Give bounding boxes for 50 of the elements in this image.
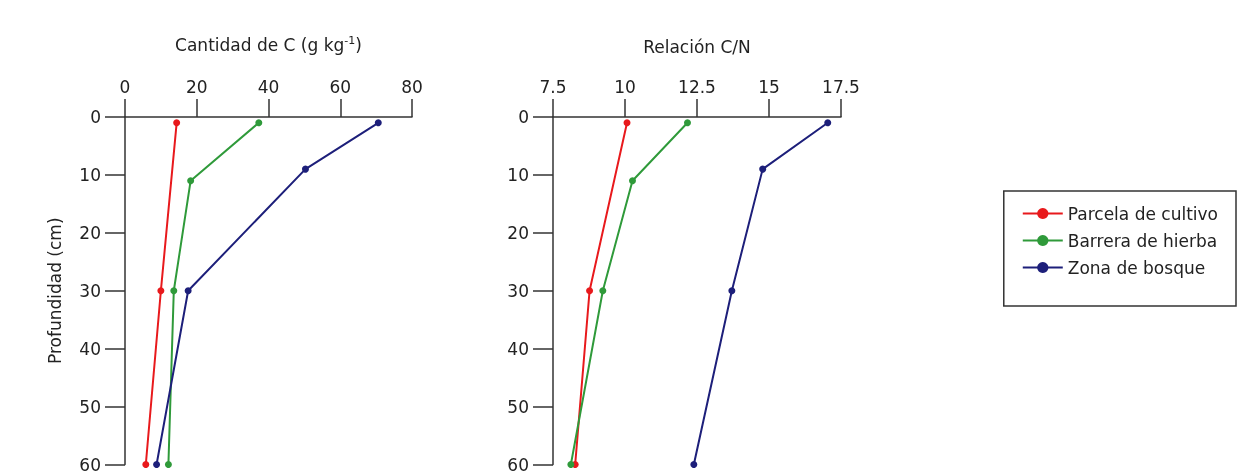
x-tick-label: 10 — [614, 76, 636, 97]
y-tick-label: 50 — [79, 396, 101, 417]
point — [301, 165, 309, 173]
point — [599, 287, 607, 295]
y-tick-label: 60 — [79, 454, 101, 473]
legend-label: Zona de bosque — [1067, 257, 1206, 278]
y-tick-label: 20 — [507, 222, 529, 243]
y-tick-label: 10 — [79, 164, 101, 185]
point — [759, 165, 767, 173]
y-tick-label: 30 — [507, 280, 529, 301]
y-tick-label: 40 — [79, 338, 101, 359]
point — [153, 461, 161, 468]
x-tick-label: 80 — [401, 76, 423, 97]
y-tick-label: 10 — [507, 164, 529, 185]
y-tick-label: 0 — [518, 107, 529, 127]
x-tick-label: 60 — [329, 76, 352, 97]
point — [173, 119, 181, 127]
y-tick-label: 30 — [79, 280, 101, 301]
legend-label: Parcela de cultivo — [1067, 203, 1219, 224]
point — [728, 287, 736, 295]
x-axis-title: Relación C/N — [643, 36, 751, 57]
x-tick-label: 12.5 — [678, 76, 716, 97]
point — [567, 461, 575, 468]
y-tick-label: 60 — [507, 454, 529, 473]
point — [586, 287, 594, 295]
point — [824, 119, 832, 127]
x-tick-label: 15 — [758, 76, 780, 97]
point — [255, 119, 263, 127]
x-tick-label: 40 — [257, 76, 280, 97]
point — [629, 177, 636, 185]
x-tick-label: 0 — [119, 76, 131, 97]
y-tick-label: 50 — [507, 396, 529, 417]
point — [684, 119, 691, 127]
y-tick-label: 40 — [507, 338, 529, 359]
point — [142, 461, 150, 468]
x-tick-label: 20 — [185, 76, 208, 97]
legend-label: Barrera de hierba — [1067, 230, 1218, 251]
point — [184, 287, 192, 295]
y-axis-title: Profundidad (cm) — [44, 217, 65, 365]
point — [690, 461, 698, 468]
x-tick-label: 7.5 — [539, 76, 567, 97]
point — [164, 461, 172, 468]
point — [157, 287, 165, 295]
y-tick-label: 0 — [90, 107, 101, 127]
x-tick-label: 17.5 — [822, 76, 860, 97]
point — [623, 119, 631, 127]
y-tick-label: 20 — [79, 222, 101, 243]
point — [187, 177, 195, 185]
point — [374, 119, 382, 127]
point — [170, 287, 178, 295]
